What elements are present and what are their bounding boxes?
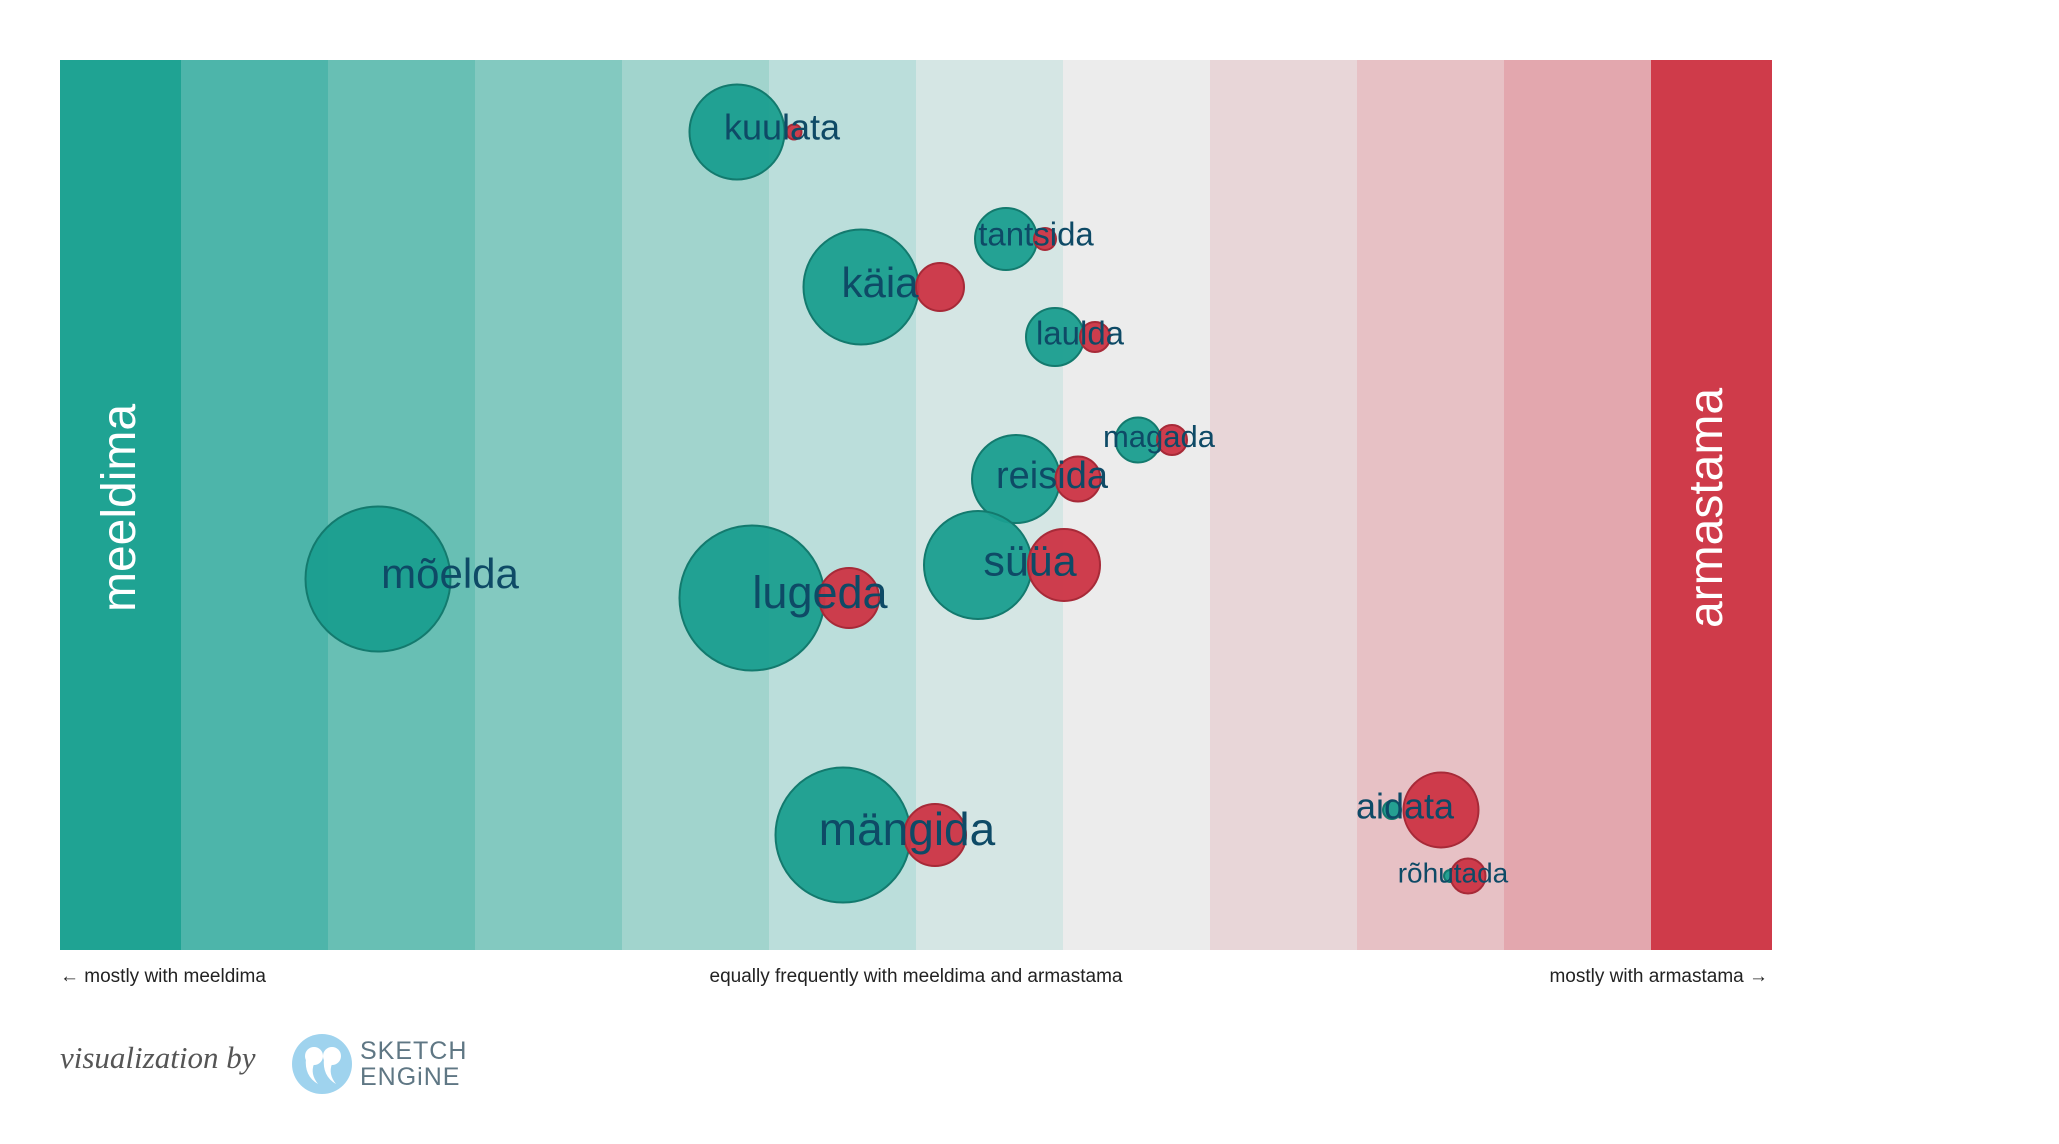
bubble-group-käia[interactable]: käia bbox=[802, 228, 965, 346]
bubble-group-süüa[interactable]: süüa bbox=[923, 510, 1101, 620]
armastama-bubble-süüa[interactable] bbox=[1027, 528, 1101, 602]
band-4 bbox=[622, 60, 769, 950]
word-label-laulda: laulda bbox=[1036, 315, 1125, 352]
left-end-label: meeldima bbox=[93, 404, 146, 612]
armastama-bubble-laulda[interactable] bbox=[1079, 321, 1111, 353]
band-10 bbox=[1504, 60, 1651, 950]
quote-mark-icon bbox=[292, 1034, 352, 1094]
word-label-kuulata: kuulata bbox=[724, 107, 841, 148]
bubble-group-lugeda[interactable]: lugeda bbox=[678, 524, 889, 672]
word-label-reisida: reisida bbox=[996, 455, 1109, 497]
bubble-group-rõhutada[interactable]: rõhutada bbox=[1398, 857, 1509, 895]
band-8 bbox=[1210, 60, 1357, 950]
armastama-bubble-aidata[interactable] bbox=[1402, 771, 1480, 849]
armastama-bubble-kuulata[interactable] bbox=[785, 123, 803, 141]
caption-right: mostly with armastama → bbox=[1549, 966, 1768, 987]
band-1 bbox=[181, 60, 328, 950]
bubble-group-reisida[interactable]: reisida bbox=[971, 434, 1109, 524]
bubble-group-aidata[interactable]: aidata bbox=[1356, 771, 1480, 849]
word-label-mängida: mängida bbox=[819, 803, 996, 855]
meeldima-bubble-mõelda[interactable] bbox=[304, 505, 452, 653]
logo-wordmark: SKETCH ENGiNE bbox=[360, 1038, 467, 1090]
armastama-bubble-magada[interactable] bbox=[1156, 424, 1188, 456]
bubble-group-magada[interactable]: magada bbox=[1103, 416, 1216, 464]
band-11 bbox=[1651, 60, 1772, 950]
armastama-bubble-lugeda[interactable] bbox=[818, 567, 880, 629]
word-label-rõhutada: rõhutada bbox=[1398, 857, 1509, 888]
bubble-group-kuulata[interactable]: kuulata bbox=[688, 83, 842, 181]
meeldima-bubble-aidata[interactable] bbox=[1382, 800, 1402, 820]
band-7 bbox=[1063, 60, 1210, 950]
armastama-bubble-mängida[interactable] bbox=[903, 803, 967, 867]
band-0 bbox=[60, 60, 181, 950]
bubble-group-laulda[interactable]: laulda bbox=[1025, 307, 1125, 367]
logo-line-2: ENGiNE bbox=[360, 1063, 461, 1091]
sketch-engine-logo[interactable]: SKETCH ENGiNE bbox=[292, 1030, 492, 1100]
armastama-bubble-reisida[interactable] bbox=[1054, 455, 1102, 503]
credit-text: visualization by bbox=[60, 1040, 256, 1075]
bubble-group-mõelda[interactable]: mõelda bbox=[304, 505, 520, 653]
word-label-tantsida: tantsida bbox=[978, 216, 1094, 253]
word-label-aidata: aidata bbox=[1356, 786, 1455, 827]
meeldima-bubble-kuulata[interactable] bbox=[688, 83, 786, 181]
word-label-magada: magada bbox=[1103, 419, 1216, 454]
bubble-group-tantsida[interactable]: tantsida bbox=[974, 207, 1094, 271]
logo-line-1: SKETCH bbox=[360, 1037, 468, 1065]
armastama-bubble-käia[interactable] bbox=[915, 262, 965, 312]
word-label-süüa: süüa bbox=[983, 537, 1076, 585]
word-label-lugeda: lugeda bbox=[752, 567, 888, 618]
right-end-label: armastama bbox=[1680, 388, 1733, 628]
armastama-bubble-rõhutada[interactable] bbox=[1449, 857, 1487, 895]
caption-left: ← mostly with meeldima bbox=[60, 966, 266, 987]
armastama-bubble-tantsida[interactable] bbox=[1033, 227, 1057, 251]
caption-middle: equally frequently with meeldima and arm… bbox=[709, 966, 1123, 987]
word-label-käia: käia bbox=[841, 259, 919, 306]
word-label-mõelda: mõelda bbox=[381, 550, 519, 597]
band-2 bbox=[328, 60, 475, 950]
bubble-group-mängida[interactable]: mängida bbox=[774, 766, 996, 904]
band-3 bbox=[475, 60, 622, 950]
